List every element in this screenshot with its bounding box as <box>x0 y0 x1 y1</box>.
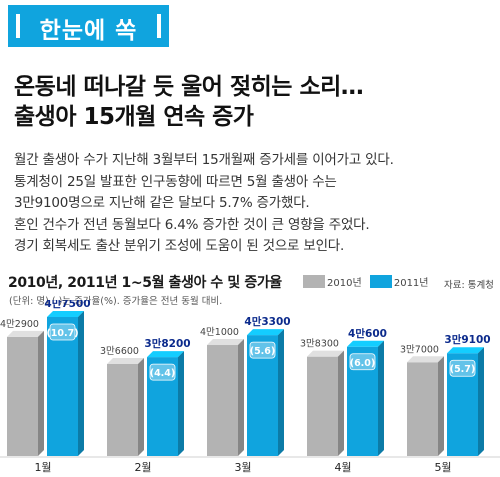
bar-2010-side <box>338 350 344 456</box>
value-label-2011: 3만9100 <box>444 333 490 346</box>
legend-swatch-2011 <box>369 275 392 288</box>
value-label-2011: 3만8200 <box>144 337 190 350</box>
bar-2010-side <box>138 358 144 456</box>
value-label-2010: 4만2900 <box>0 319 39 330</box>
banner-title: 한눈에 쏙 <box>39 18 138 44</box>
bar-2011-top <box>247 329 284 336</box>
bar-2010-top <box>407 356 444 363</box>
bar-2011 <box>147 357 178 456</box>
bar-2010-side <box>238 339 244 456</box>
bar-2011 <box>247 335 278 456</box>
growth-rate-pill <box>49 323 76 341</box>
bar-2011-side <box>178 351 184 456</box>
legend-label-2010: 2010년 <box>327 278 362 289</box>
bar-2010 <box>407 362 438 456</box>
bar-chart: 4만2900 4만7500 (10.7) 1월 3만6600 3만8200 (4.4) 2월 4… <box>0 300 500 474</box>
growth-rate-label: (10.7) <box>46 328 78 339</box>
growth-rate-label: (6.0) <box>350 358 376 369</box>
legend-label-2011: 2011년 <box>393 278 429 289</box>
bar-2011-top <box>447 347 484 354</box>
growth-rate-pill <box>449 359 476 377</box>
legend-swatch-2010 <box>303 275 325 288</box>
article-body: 월간 출생아 수가 지난해 3월부터 15개월째 증가세를 이어가고 있다. 통… <box>14 150 494 258</box>
growth-rate-pill <box>249 341 276 359</box>
bar-2010 <box>7 336 38 456</box>
legend-item-2011: 2011년 <box>369 274 429 289</box>
growth-rate-pill <box>349 353 376 371</box>
growth-rate-pill <box>149 363 176 381</box>
chart-title: 2010년, 2011년 1~5월 출생아 수 및 증가율 <box>8 275 282 291</box>
growth-rate-label: (5.6) <box>250 346 276 357</box>
value-label-2011: 4만3300 <box>244 315 290 328</box>
headline: 온동네 떠나갈 듯 울어 젖히는 소리… 출생아 15개월 연속 증가 <box>14 72 364 132</box>
bar-2011-side <box>378 340 384 456</box>
bar-2010-top <box>207 339 244 346</box>
bars-layer: 4만2900 4만7500 (10.7) 1월 3만6600 3만8200 (4.4) 2월 4… <box>0 300 500 474</box>
section-banner: 한눈에 쏙 <box>8 5 169 47</box>
value-label-2010: 4만1000 <box>200 327 239 338</box>
chart-unit-note: (단위: 명) ( )는 증가율(%). 증가율은 전년 동월 대비. <box>9 296 223 307</box>
headline-line-2: 출생아 15개월 연속 증가 <box>14 104 254 130</box>
bar-2010-top <box>307 350 344 357</box>
bar-2011-top <box>47 311 84 317</box>
bar-2011 <box>447 353 478 456</box>
article-line: 혼인 건수가 전년 동월보다 6.4% 증가한 것이 큰 영향을 주었다. <box>14 216 370 233</box>
legend-item-2010: 2010년 <box>303 274 362 289</box>
bar-2010 <box>107 364 138 456</box>
category-label: 2월 <box>134 461 151 474</box>
article-line: 통계청이 25일 발표한 인구동향에 따르면 5월 출생아 수는 <box>14 173 337 190</box>
banner-right-bar <box>157 14 161 38</box>
category-label: 5월 <box>434 461 451 474</box>
value-label-2011: 4만600 <box>348 327 387 340</box>
article-line: 3만9100명으로 지난해 같은 달보다 5.7% 증가했다. <box>14 195 310 211</box>
bar-2010-top <box>7 330 44 337</box>
category-label: 1월 <box>34 461 51 474</box>
category-label: 3월 <box>234 461 251 474</box>
bar-2010-top <box>107 358 144 364</box>
value-label-2010: 3만8300 <box>300 339 339 350</box>
bar-2011-top <box>347 340 384 347</box>
bar-2011-side <box>78 311 84 456</box>
chart-legend: 2010년 2011년 <box>303 274 434 291</box>
value-label-2010: 3만6600 <box>100 346 139 357</box>
value-label-2010: 3만7000 <box>400 344 439 355</box>
chart-source: 자료: 통계청 <box>444 280 494 291</box>
bar-2011-top <box>147 351 184 358</box>
headline-line-1: 온동네 떠나갈 듯 울어 젖히는 소리… <box>14 74 364 100</box>
article-line: 경기 회복세도 출산 분위기 조성에 도움이 된 것으로 보인다. <box>14 238 345 254</box>
article-line: 월간 출생아 수가 지난해 3월부터 15개월째 증가세를 이어가고 있다. <box>14 152 394 168</box>
bar-2011-side <box>278 329 284 456</box>
bar-2010-side <box>438 356 444 456</box>
growth-rate-label: (4.4) <box>150 368 176 379</box>
value-label-2011: 4만7500 <box>44 300 90 310</box>
banner-left-bar <box>16 14 20 38</box>
growth-rate-label: (5.7) <box>450 364 476 375</box>
bar-2010 <box>307 356 338 456</box>
bar-2011 <box>347 346 378 456</box>
bar-2011-side <box>478 347 484 456</box>
bar-2010 <box>207 345 238 456</box>
bar-2010-side <box>38 330 44 456</box>
category-label: 4월 <box>334 461 351 474</box>
